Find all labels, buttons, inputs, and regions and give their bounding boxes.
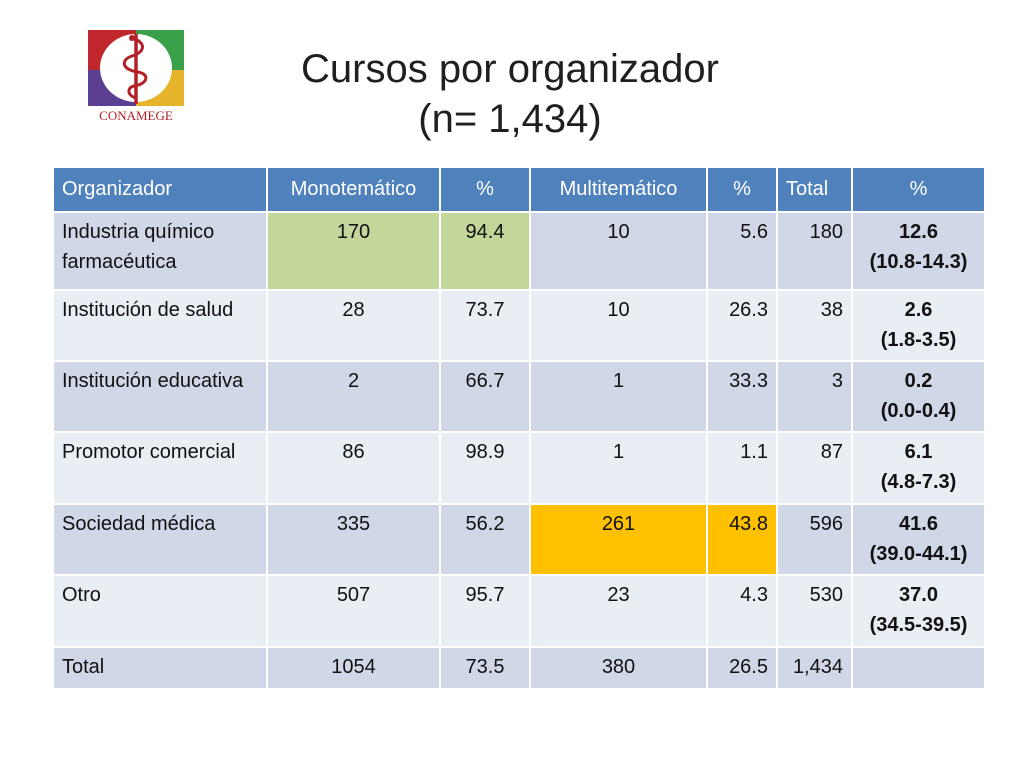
cell-organizador: Otro [52,574,268,648]
cell-mono-pct: 98.9 [439,431,531,505]
cell-mono: 86 [266,431,441,505]
header-organizador: Organizador [52,166,268,213]
cell-mono: 170 [266,211,441,291]
cell-multi: 10 [529,211,708,291]
cell-multi: 10 [529,289,708,362]
cell-organizador: Institución de salud [52,289,268,362]
cell-multi-pct: 5.6 [706,211,778,291]
cell-total: 3 [776,360,853,433]
pct-value: 41.6 [899,513,938,535]
pct-ci: (4.8-7.3) [880,471,957,493]
cell-multi: 1 [529,431,708,505]
pct-value: 12.6 [899,221,938,243]
cell-total-pct [851,646,986,690]
cell-multi: 380 [529,646,708,690]
logo-text: CONAMEGE [99,108,173,123]
cell-mono-pct: 66.7 [439,360,531,433]
courses-table: Organizador Monotemático % Multitemático… [52,166,986,690]
pct-value: 6.1 [904,441,933,463]
cell-total-pct: 6.1 (4.8-7.3) [851,431,986,505]
table-row: Promotor comercial 86 98.9 1 1.1 87 6.1 … [52,431,986,505]
header-multitematico: Multitemático [529,166,708,213]
cell-mono: 1054 [266,646,441,690]
cell-organizador: Industria químico farmacéutica [52,211,268,291]
cell-multi-pct: 26.3 [706,289,778,362]
table-row: Institución educativa 2 66.7 1 33.3 3 0.… [52,360,986,433]
header-monotematico: Monotemático [266,166,441,213]
cell-mono-pct: 95.7 [439,574,531,648]
cell-total-pct: 37.0 (34.5-39.5) [851,574,986,648]
cell-multi: 23 [529,574,708,648]
header-mono-pct: % [439,166,531,213]
pct-ci: (34.5-39.5) [869,614,968,636]
header-multi-pct: % [706,166,778,213]
table-row-total: Total 1054 73.5 380 26.5 1,434 [52,646,986,690]
pct-ci: (10.8-14.3) [869,251,968,273]
table-row: Otro 507 95.7 23 4.3 530 37.0 (34.5-39.5… [52,574,986,648]
cell-multi: 1 [529,360,708,433]
cell-mono: 507 [266,574,441,648]
cell-mono-pct: 94.4 [439,211,531,291]
cell-total-pct: 12.6 (10.8-14.3) [851,211,986,291]
cell-multi-pct: 4.3 [706,574,778,648]
table-row: Industria químico farmacéutica 170 94.4 … [52,211,986,291]
cell-mono: 335 [266,503,441,576]
title-line-2: (n= 1,434) [418,97,602,141]
cell-total: 38 [776,289,853,362]
cell-organizador: Sociedad médica [52,503,268,576]
pct-ci: (39.0-44.1) [869,543,968,565]
cell-multi-pct: 26.5 [706,646,778,690]
pct-ci: (1.8-3.5) [880,329,957,351]
cell-organizador: Institución educativa [52,360,268,433]
cell-multi-pct: 1.1 [706,431,778,505]
cell-organizador: Promotor comercial [52,431,268,505]
cell-total-pct: 41.6 (39.0-44.1) [851,503,986,576]
cell-total-pct: 0.2 (0.0-0.4) [851,360,986,433]
cell-multi-pct: 33.3 [706,360,778,433]
table-row: Institución de salud 28 73.7 10 26.3 38 … [52,289,986,362]
title-line-1: Cursos por organizador [301,47,719,91]
cell-multi: 261 [529,503,708,576]
slide-title: Cursos por organizador (n= 1,434) [200,44,820,144]
header-total-pct: % [851,166,986,213]
cell-mono-pct: 56.2 [439,503,531,576]
pct-ci: (0.0-0.4) [880,400,957,422]
cell-multi-pct: 43.8 [706,503,778,576]
header-row: Organizador Monotemático % Multitemático… [52,166,986,213]
cell-total-pct: 2.6 (1.8-3.5) [851,289,986,362]
pct-value: 37.0 [899,584,938,606]
cell-total: 530 [776,574,853,648]
cell-mono-pct: 73.5 [439,646,531,690]
pct-value: 0.2 [904,370,933,392]
cell-organizador: Total [52,646,268,690]
cell-total: 87 [776,431,853,505]
caduceus-logo-icon: CONAMEGE [88,30,184,123]
cell-total: 180 [776,211,853,291]
cell-total: 596 [776,503,853,576]
table-row: Sociedad médica 335 56.2 261 43.8 596 41… [52,503,986,576]
cell-mono: 2 [266,360,441,433]
cell-mono-pct: 73.7 [439,289,531,362]
conamege-logo: CONAMEGE [88,30,184,124]
cell-mono: 28 [266,289,441,362]
pct-value: 2.6 [904,299,933,321]
cell-total: 1,434 [776,646,853,690]
header-total: Total [776,166,853,213]
